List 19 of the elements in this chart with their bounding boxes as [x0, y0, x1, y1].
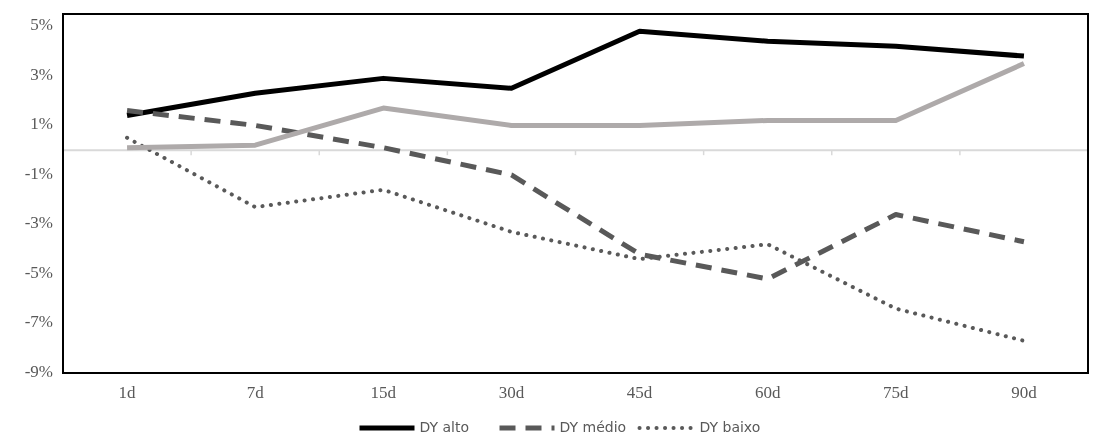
y-tick-label: 1%	[30, 114, 53, 134]
x-tick-label: 15d	[370, 383, 397, 402]
x-tick-label: 75d	[883, 383, 910, 402]
y-tick-label: -9%	[24, 361, 53, 381]
legend-label: DY médio	[559, 419, 627, 435]
x-tick-label: 45d	[626, 383, 653, 402]
legend-label: DY baixo	[699, 419, 761, 435]
y-tick-label: 3%	[30, 64, 53, 84]
legend-label: DY alto	[419, 419, 470, 435]
y-tick-label: -5%	[24, 262, 53, 282]
y-tick-label: -3%	[24, 213, 53, 233]
x-tick-label: 30d	[498, 383, 525, 402]
x-tick-label: 90d	[1011, 383, 1038, 402]
x-tick-label: 7d	[246, 383, 265, 402]
x-tick-label: 60d	[754, 383, 781, 402]
y-tick-label: -7%	[24, 312, 53, 332]
x-tick-label: 1d	[118, 383, 137, 402]
y-tick-label: -1%	[24, 163, 53, 183]
y-tick-label: 5%	[30, 15, 53, 35]
